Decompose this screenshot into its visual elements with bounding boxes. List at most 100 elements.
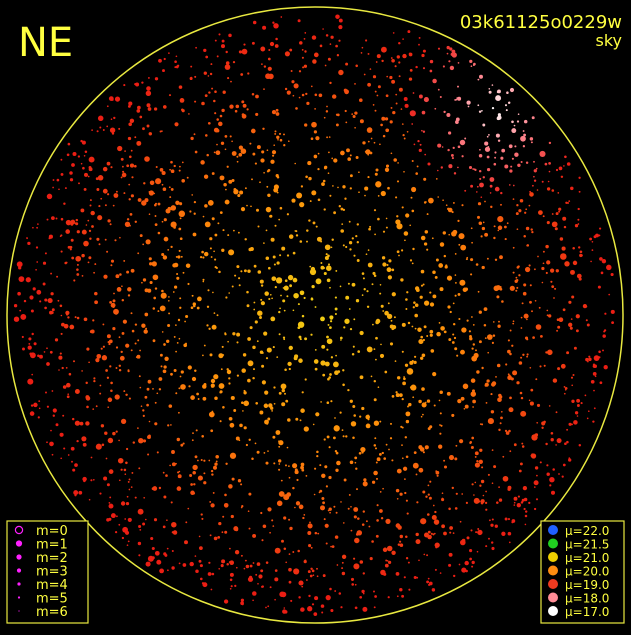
star bbox=[327, 57, 331, 61]
star bbox=[396, 215, 399, 218]
star bbox=[210, 63, 213, 66]
star bbox=[291, 80, 295, 84]
star bbox=[313, 493, 316, 496]
star bbox=[236, 332, 241, 337]
star bbox=[372, 323, 374, 326]
star bbox=[134, 496, 137, 499]
star bbox=[533, 268, 536, 271]
star bbox=[504, 429, 508, 433]
star bbox=[279, 206, 283, 210]
star bbox=[591, 249, 594, 251]
star bbox=[169, 196, 172, 199]
star bbox=[263, 331, 268, 336]
star bbox=[342, 208, 346, 212]
star bbox=[418, 467, 424, 473]
star bbox=[310, 333, 313, 336]
star bbox=[426, 513, 430, 516]
star bbox=[557, 192, 560, 194]
star bbox=[66, 395, 70, 399]
star bbox=[320, 265, 325, 270]
star bbox=[485, 545, 488, 548]
star bbox=[413, 451, 417, 454]
star bbox=[384, 167, 390, 172]
star bbox=[205, 134, 208, 137]
star bbox=[129, 118, 135, 124]
star bbox=[386, 313, 393, 320]
star bbox=[311, 121, 317, 128]
star bbox=[139, 349, 141, 352]
star bbox=[366, 290, 369, 293]
brightness-symbol bbox=[548, 525, 558, 535]
star bbox=[448, 455, 455, 461]
star bbox=[448, 233, 451, 236]
star bbox=[62, 414, 65, 417]
star bbox=[58, 188, 60, 191]
star bbox=[309, 265, 312, 268]
star bbox=[415, 539, 421, 545]
star bbox=[211, 473, 214, 476]
star bbox=[310, 85, 313, 88]
star bbox=[576, 404, 580, 407]
star bbox=[268, 297, 271, 301]
star bbox=[412, 462, 419, 469]
star bbox=[323, 208, 326, 211]
star bbox=[401, 594, 405, 598]
star bbox=[523, 497, 528, 502]
star bbox=[440, 424, 443, 427]
star bbox=[174, 60, 177, 63]
star bbox=[338, 69, 344, 76]
star bbox=[237, 479, 242, 483]
star bbox=[296, 192, 303, 199]
star bbox=[526, 318, 528, 321]
star bbox=[146, 124, 150, 128]
star bbox=[399, 534, 404, 539]
magnitude-symbol bbox=[16, 568, 22, 573]
star bbox=[471, 316, 473, 318]
star bbox=[240, 598, 245, 602]
star bbox=[81, 140, 86, 145]
star bbox=[516, 204, 519, 207]
star bbox=[483, 324, 487, 327]
star bbox=[234, 550, 240, 555]
star bbox=[462, 383, 469, 390]
star bbox=[278, 445, 281, 448]
star bbox=[380, 517, 384, 520]
star bbox=[504, 517, 508, 521]
star bbox=[599, 227, 602, 230]
star bbox=[466, 100, 471, 105]
star bbox=[390, 422, 392, 425]
star bbox=[179, 217, 182, 220]
star bbox=[69, 178, 74, 182]
star bbox=[356, 488, 358, 491]
star bbox=[285, 561, 288, 564]
star bbox=[228, 382, 231, 385]
star bbox=[349, 248, 352, 251]
star bbox=[516, 228, 519, 231]
star bbox=[448, 507, 451, 511]
star bbox=[44, 298, 48, 302]
star bbox=[123, 259, 126, 262]
star bbox=[343, 478, 347, 482]
star bbox=[425, 495, 428, 498]
star bbox=[336, 564, 339, 566]
star bbox=[516, 120, 520, 123]
star bbox=[65, 310, 70, 315]
star bbox=[204, 94, 208, 97]
star bbox=[537, 255, 539, 258]
star bbox=[396, 55, 400, 59]
magnitude-label: m=2 bbox=[36, 551, 68, 566]
magnitude-legend-box bbox=[6, 520, 89, 624]
star bbox=[391, 292, 396, 297]
star bbox=[71, 460, 73, 463]
star bbox=[112, 299, 116, 303]
star bbox=[215, 455, 219, 459]
star bbox=[541, 426, 544, 429]
star bbox=[272, 154, 275, 157]
star bbox=[212, 491, 215, 494]
star bbox=[549, 484, 552, 487]
star bbox=[234, 527, 239, 532]
star bbox=[454, 347, 458, 351]
filter-label: sky bbox=[596, 31, 623, 50]
star bbox=[225, 462, 228, 465]
star bbox=[507, 373, 510, 376]
